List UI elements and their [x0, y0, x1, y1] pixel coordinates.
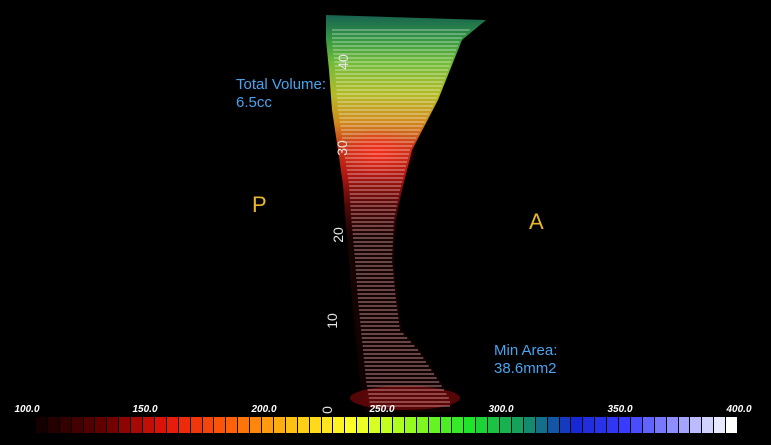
colorbar-segment [392, 417, 404, 433]
colorbar-label-200: 200.0 [251, 404, 277, 415]
colorbar-segment [95, 417, 107, 433]
colorbar-segment [571, 417, 583, 433]
colorbar-segment [381, 417, 392, 433]
colorbar-segment [476, 417, 488, 433]
colorbar-segment [666, 417, 678, 433]
colorbar-segment [726, 417, 737, 433]
colorbar-segment [107, 417, 119, 433]
airway-surface [326, 15, 486, 412]
colorbar-segment [714, 417, 726, 433]
colorbar-segment [583, 417, 595, 433]
colorbar-segment [654, 417, 666, 433]
colorbar-segment [369, 417, 381, 433]
colorbar-segment [440, 417, 452, 433]
colorbar-segment [345, 417, 357, 433]
colorbar-segment [559, 417, 571, 433]
colorbar-segment [59, 417, 71, 433]
ruler-tick-40: 40 [335, 54, 351, 70]
ruler-tick-30: 30 [334, 140, 350, 156]
colorbar-segment [262, 417, 273, 433]
colorbar-segment [119, 417, 131, 433]
colorbar-segment [619, 417, 630, 433]
colorbar-segment [166, 417, 178, 433]
colorbar-label-100: 100.0 [14, 404, 40, 415]
ruler-tick-20: 20 [330, 227, 346, 243]
colorbar-label-300: 300.0 [488, 404, 514, 415]
colorbar-segment [178, 417, 190, 433]
min-area-label: Min Area: [494, 342, 558, 359]
colorbar-label-350: 350.0 [607, 404, 633, 415]
colorbar-segment [154, 417, 166, 433]
cross-section-lines [332, 29, 470, 407]
colorbar-segment [416, 417, 428, 433]
colorbar-segment [702, 417, 714, 433]
colorbar-segment [297, 417, 309, 433]
colorbar-segment [202, 417, 214, 433]
colorbar-segment [547, 417, 559, 433]
total-volume-label: Total Volume: [236, 76, 327, 93]
colorbar-label-250: 250.0 [369, 404, 395, 415]
colorbar-segment [690, 417, 702, 433]
anterior-label: A [529, 209, 544, 234]
color-scale-bar [36, 417, 738, 433]
colorbar-segment [464, 417, 476, 433]
colorbar-segment [535, 417, 547, 433]
colorbar-segment [500, 417, 511, 433]
colorbar-segment [309, 417, 321, 433]
colorbar-segment [404, 417, 416, 433]
colorbar-segment [214, 417, 226, 433]
colorbar-segment [678, 417, 690, 433]
colorbar-segment [71, 417, 83, 433]
colorbar-segment [250, 417, 262, 433]
colorbar-segment [36, 417, 47, 433]
colorbar-label-400: 400.0 [726, 404, 752, 415]
colorbar-segment [238, 417, 250, 433]
colorbar-segment [630, 417, 642, 433]
colorbar-segment [47, 417, 59, 433]
colorbar-segment [83, 417, 95, 433]
colorbar-segment [357, 417, 369, 433]
colorbar-segment [511, 417, 523, 433]
colorbar-segment [333, 417, 345, 433]
posterior-label: P [252, 192, 267, 217]
colorbar-segment [226, 417, 238, 433]
colorbar-segment [642, 417, 654, 433]
colorbar-segment [595, 417, 607, 433]
colorbar-segment [321, 417, 333, 433]
total-volume-value: 6.5cc [236, 94, 272, 111]
colorbar-segment [273, 417, 285, 433]
colorbar-segment [143, 417, 154, 433]
colorbar-segment [523, 417, 535, 433]
colorbar-segment [285, 417, 297, 433]
colorbar-segment [428, 417, 440, 433]
colorbar-segment [607, 417, 618, 433]
colorbar-segment [131, 417, 143, 433]
colorbar-segment [190, 417, 202, 433]
ruler-tick-10: 10 [324, 313, 340, 329]
colorbar-label-150: 150.0 [132, 404, 158, 415]
colorbar-segment [452, 417, 464, 433]
min-area-value: 38.6mm2 [494, 360, 557, 377]
colorbar-segment [488, 417, 500, 433]
